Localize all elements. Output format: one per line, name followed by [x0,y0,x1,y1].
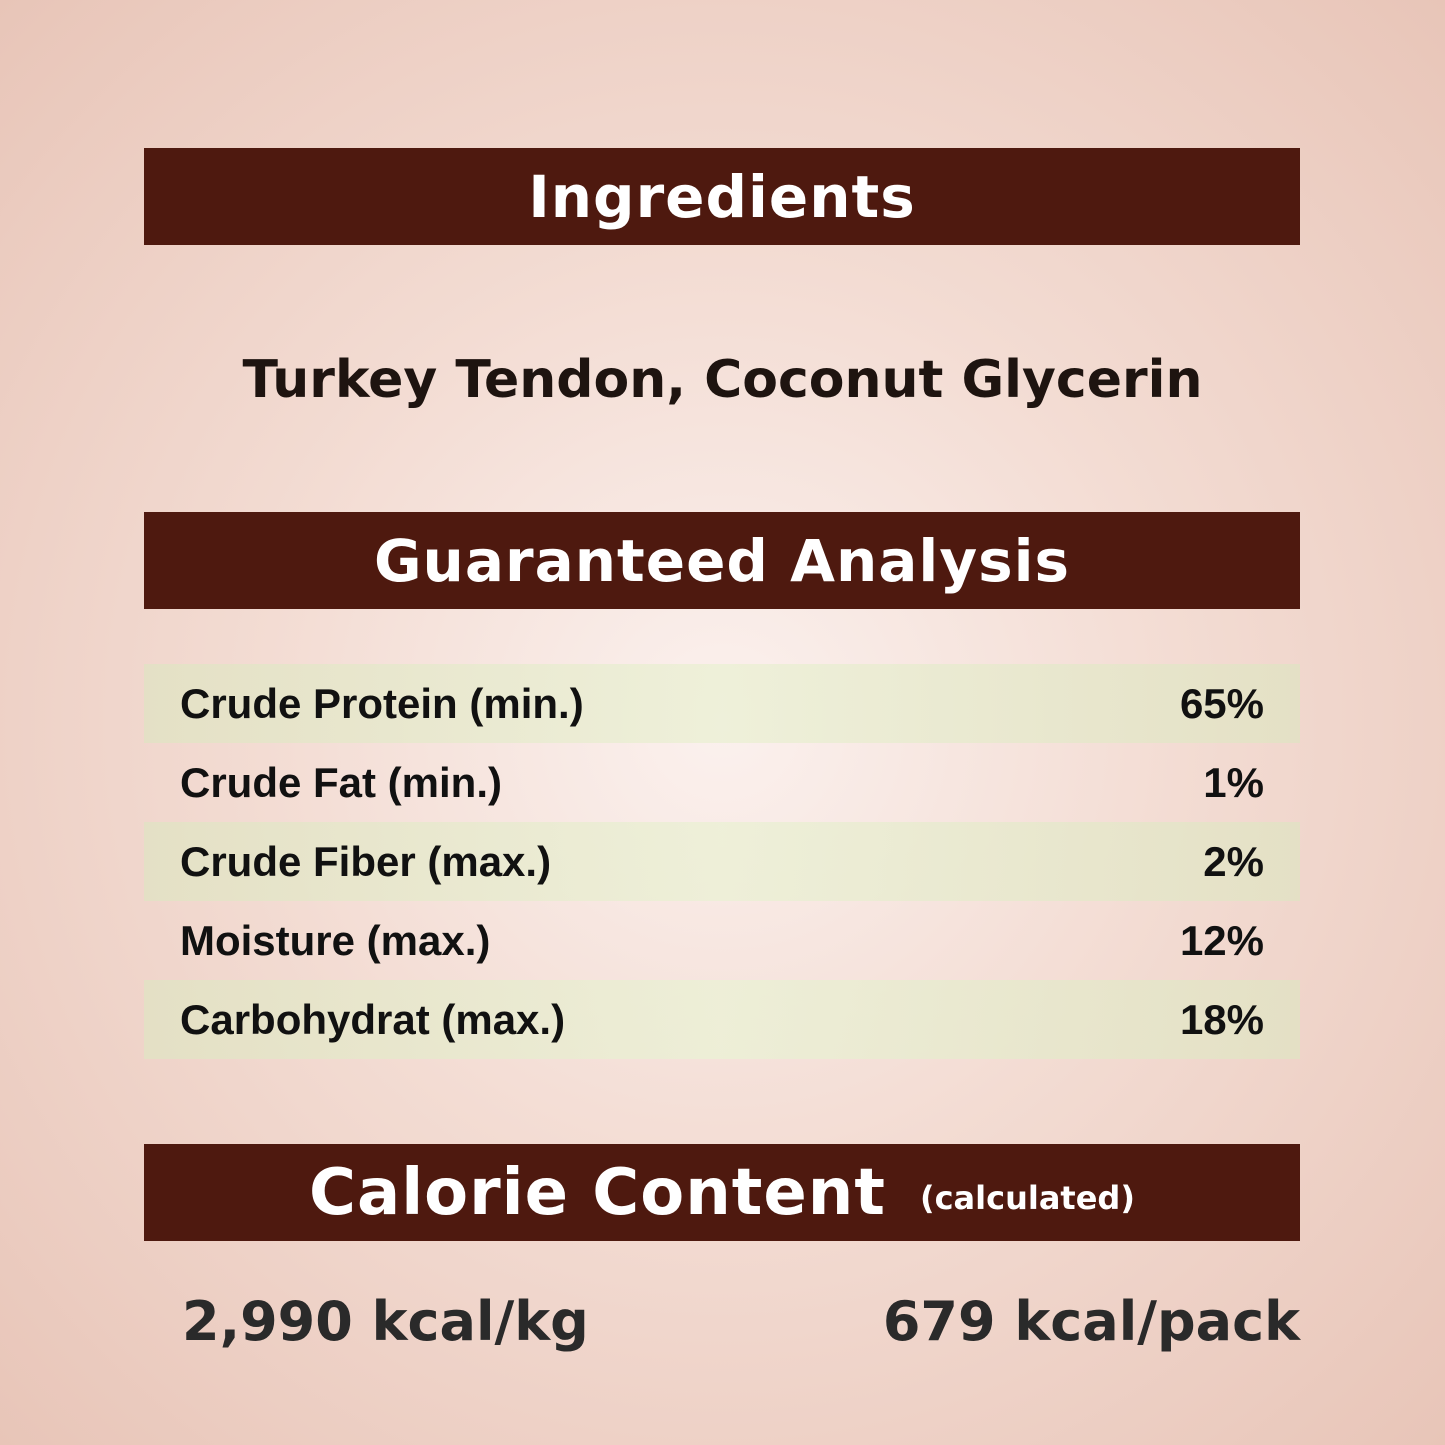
row-label: Moisture (max.) [180,916,491,964]
table-row: Crude Fat (min.) 1% [144,743,1300,822]
ingredients-header: Ingredients [144,148,1300,245]
table-row: Crude Fiber (max.) 2% [144,822,1300,901]
row-label: Crude Fat (min.) [180,758,502,806]
calorie-subtitle: (calculated) [919,1178,1135,1217]
table-row: Crude Protein (min.) 65% [144,664,1300,743]
table-row: Moisture (max.) 12% [144,901,1300,980]
row-label: Crude Fiber (max.) [180,837,552,885]
row-value: 12% [1179,916,1264,964]
row-value: 18% [1179,995,1264,1043]
analysis-title: Guaranteed Analysis [373,526,1071,595]
table-row: Carbohydrat (max.) 18% [144,980,1300,1059]
calorie-per-kg: 2,990 kcal/kg [182,1290,589,1353]
calorie-per-pack: 679 kcal/pack [882,1290,1300,1353]
calorie-title: Calorie Content [309,1155,886,1230]
row-value: 65% [1179,679,1264,727]
ingredients-text: Turkey Tendon, Coconut Glycerin [242,350,1203,410]
row-label: Carbohydrat (max.) [180,995,566,1043]
calorie-header: Calorie Content (calculated) [144,1144,1300,1241]
row-label: Crude Protein (min.) [180,679,584,727]
row-value: 1% [1203,758,1264,806]
analysis-table: Crude Protein (min.) 65% Crude Fat (min.)… [144,664,1300,1059]
row-value: 2% [1203,837,1264,885]
ingredients-title: Ingredients [528,162,916,231]
analysis-header: Guaranteed Analysis [144,512,1300,609]
